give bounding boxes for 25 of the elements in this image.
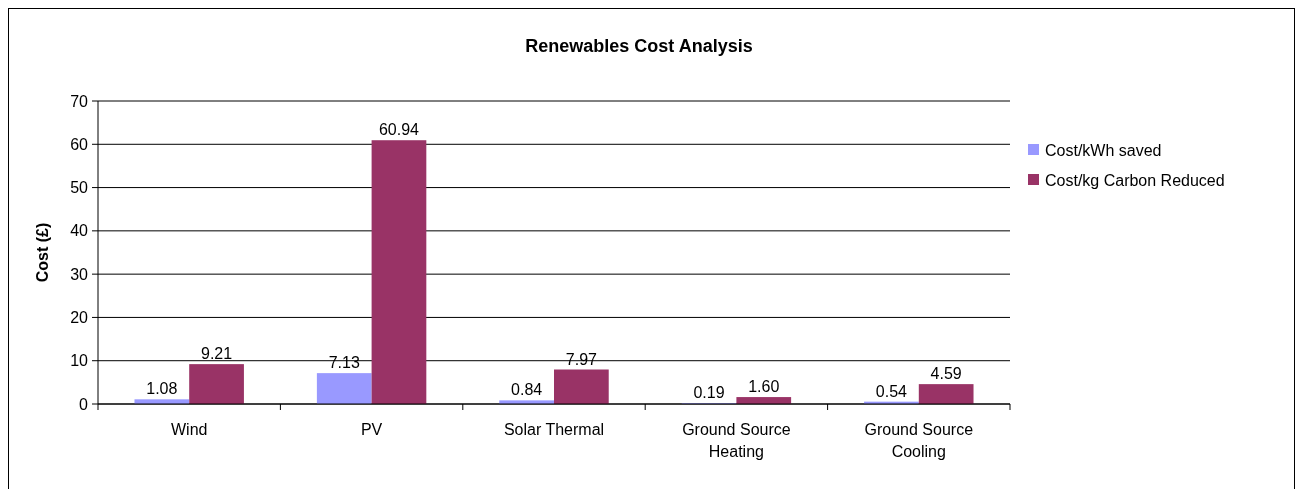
y-tick-label: 10 <box>70 352 89 370</box>
y-tick-label: 20 <box>70 309 89 327</box>
data-label: 9.21 <box>200 345 233 363</box>
data-label: 0.84 <box>511 381 543 399</box>
x-tick-label: Wind <box>170 421 208 438</box>
data-label: 0.54 <box>875 382 908 400</box>
y-tick-label: 0 <box>79 395 89 413</box>
y-tick-label: 40 <box>70 222 89 240</box>
y-tick-label: 30 <box>70 265 89 283</box>
data-label: 0.19 <box>693 384 725 402</box>
y-tick-label: 50 <box>70 179 89 197</box>
data-label: 4.59 <box>930 365 962 383</box>
x-tick-label: Ground Source Cooling <box>864 421 974 460</box>
data-label: 1.08 <box>146 380 178 398</box>
x-tick-label: Solar Thermal <box>503 421 605 438</box>
data-label: 1.60 <box>748 378 780 396</box>
x-tick-label: Ground Source Heating <box>682 421 791 460</box>
y-axis-title: Cost (£) <box>34 222 51 283</box>
data-label: 60.94 <box>378 121 420 139</box>
y-tick-label: 70 <box>70 92 89 110</box>
legend-label: Cost/kg Carbon Reduced <box>1045 171 1225 189</box>
x-tick-label: PV <box>360 421 383 438</box>
legend-label: Cost/kWh saved <box>1045 141 1162 159</box>
chart-title: Renewables Cost Analysis <box>525 36 753 56</box>
y-tick-label: 60 <box>70 135 89 153</box>
